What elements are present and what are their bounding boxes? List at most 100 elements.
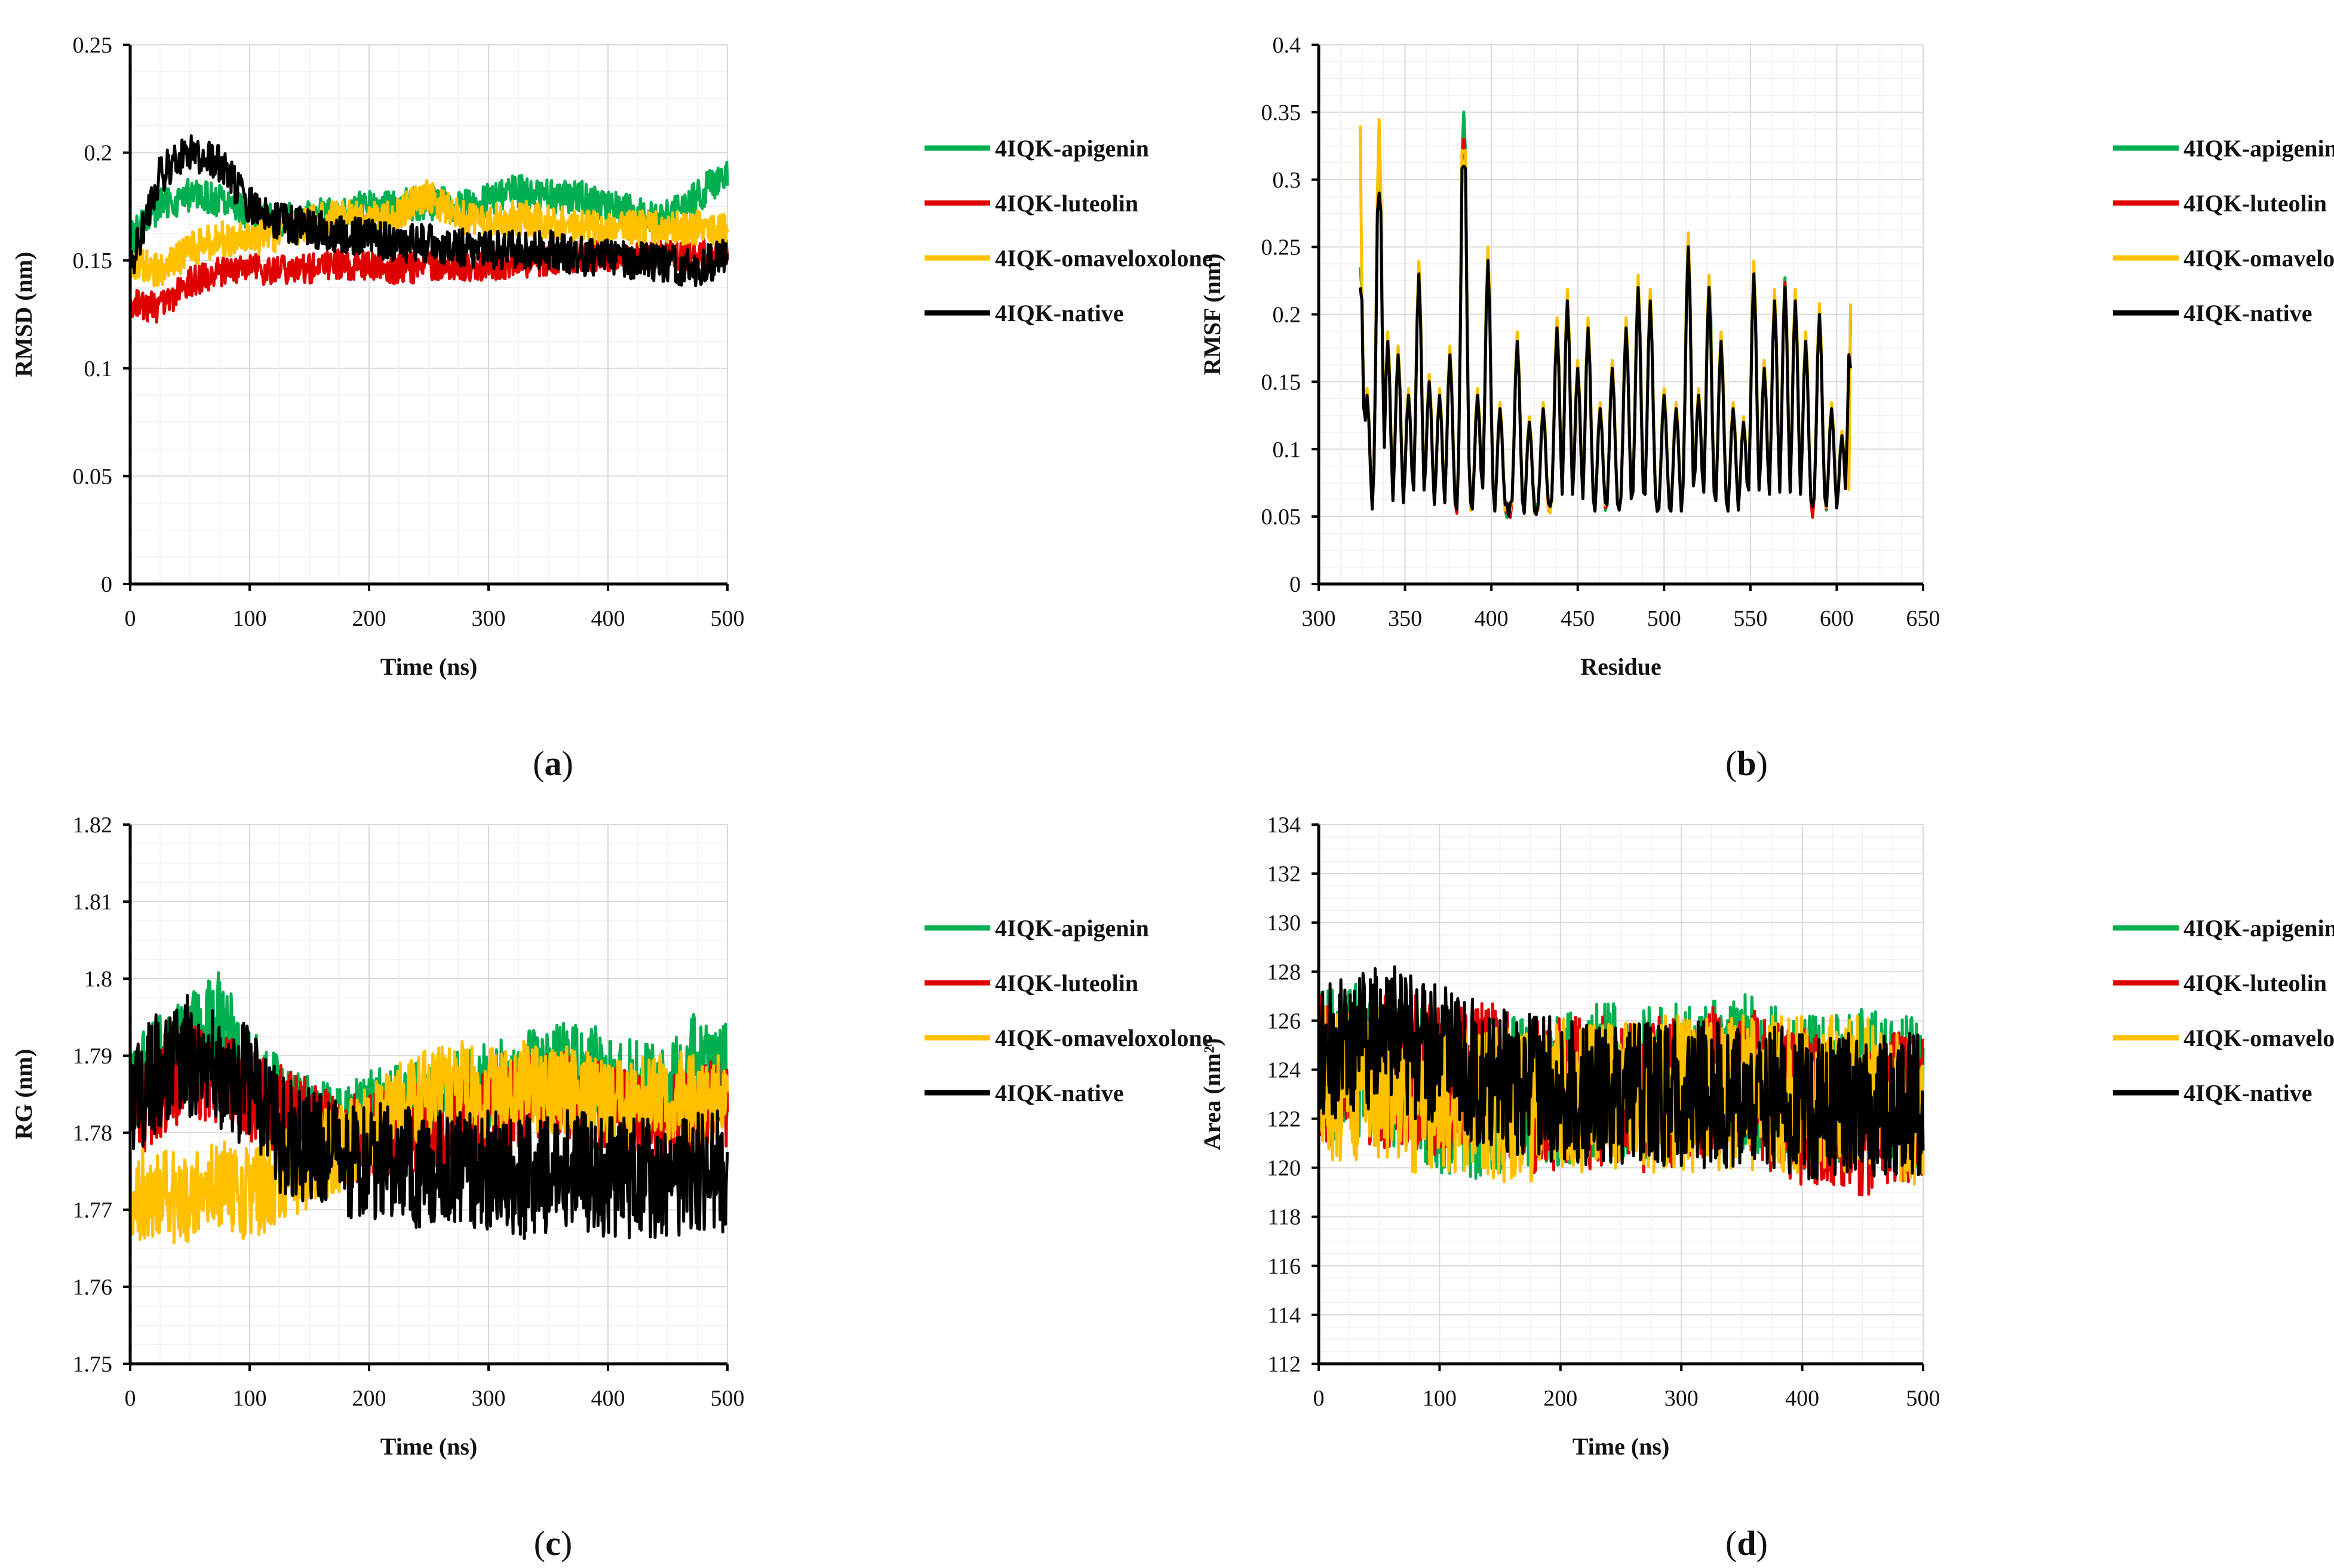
y-tick-label: 126 bbox=[1267, 1009, 1301, 1034]
y-tick-label: 124 bbox=[1267, 1057, 1301, 1083]
x-axis-title: Time (ns) bbox=[1573, 1433, 1670, 1460]
x-tick-label: 100 bbox=[233, 606, 267, 631]
y-tick-label: 1.82 bbox=[73, 813, 113, 838]
y-tick-label: 122 bbox=[1267, 1107, 1301, 1132]
y-tick-label: 134 bbox=[1267, 813, 1301, 838]
x-tick-label: 0 bbox=[125, 1386, 136, 1411]
y-tick-label: 0.35 bbox=[1261, 100, 1301, 125]
x-tick-label: 550 bbox=[1733, 606, 1767, 631]
x-tick-label: 350 bbox=[1388, 606, 1422, 631]
y-tick-label: 0.2 bbox=[84, 141, 113, 166]
panel-label-a: (a) bbox=[533, 744, 573, 783]
x-tick-label: 100 bbox=[233, 1386, 267, 1411]
legend-label-omaveloxolone: 4IQK-omaveloxolone bbox=[2183, 1025, 2334, 1052]
legend-label-apigenin: 4IQK-apigenin bbox=[2183, 135, 2334, 162]
grid-a bbox=[130, 44, 728, 585]
y-tick-label: 128 bbox=[1267, 960, 1301, 985]
y-tick-label: 1.77 bbox=[73, 1198, 113, 1223]
y-tick-label: 0.4 bbox=[1273, 33, 1301, 58]
y-tick-label: 0 bbox=[101, 572, 112, 597]
y-tick-label: 118 bbox=[1267, 1205, 1301, 1230]
legend-label-omaveloxolone: 4IQK-omaveloxolone bbox=[995, 1025, 1212, 1052]
y-tick-label: 116 bbox=[1267, 1254, 1301, 1279]
series-group-a bbox=[128, 134, 729, 324]
legend-b: 4IQK-apigenin 4IQK-luteolin 4IQK-omaveloxo… bbox=[2113, 135, 2334, 327]
y-tick-label: 1.76 bbox=[73, 1275, 113, 1300]
panel-label-d: (d) bbox=[1725, 1524, 1768, 1563]
x-tick-label: 450 bbox=[1561, 606, 1595, 631]
legend-label-luteolin: 4IQK-luteolin bbox=[995, 970, 1138, 997]
y-tick-label: 0.3 bbox=[1273, 168, 1301, 193]
y-tick-label: 0.05 bbox=[1261, 505, 1301, 530]
y-tick-label: 1.79 bbox=[73, 1044, 113, 1069]
x-tick-label: 0 bbox=[1313, 1386, 1325, 1411]
chart-panel-a: 0 0.05 0.1 0.15 0.2 0.25 0 100 200 300 400 500 Time … bbox=[10, 33, 1212, 783]
y-tick-label: 0 bbox=[1289, 572, 1301, 597]
legend-d: 4IQK-apigenin 4IQK-luteolin 4IQK-omaveloxo… bbox=[2113, 915, 2334, 1106]
y-tick-label: 120 bbox=[1267, 1156, 1301, 1181]
y-tick-label: 114 bbox=[1267, 1303, 1301, 1328]
y-tick-label: 0.2 bbox=[1273, 303, 1301, 328]
series-line-native bbox=[128, 994, 729, 1240]
x-tick-label: 300 bbox=[472, 606, 506, 631]
x-tick-label: 300 bbox=[1664, 1386, 1699, 1411]
x-tick-label: 100 bbox=[1423, 1386, 1457, 1411]
series-line-native bbox=[1358, 164, 1853, 518]
legend-a: 4IQK-apigenin 4IQK-luteolin 4IQK-omaveloxo… bbox=[925, 135, 1212, 327]
legend-label-omaveloxolone: 4IQK-omaveloxolone bbox=[2183, 245, 2334, 272]
legend-label-native: 4IQK-native bbox=[2183, 300, 2312, 327]
x-tick-label: 500 bbox=[1906, 1386, 1940, 1411]
axes-b: 0 0.05 0.1 0.15 0.2 0.25 0.3 0.35 0.4 300 350 400 45… bbox=[1261, 33, 1940, 631]
y-tick-label: 0.15 bbox=[1261, 370, 1301, 395]
x-tick-label: 300 bbox=[472, 1386, 506, 1411]
y-tick-label: 0.1 bbox=[1273, 437, 1301, 462]
series-group-b bbox=[1358, 110, 1853, 519]
y-axis-title: RG (nm) bbox=[10, 1049, 37, 1139]
legend-label-luteolin: 4IQK-luteolin bbox=[995, 190, 1138, 217]
series-group-d bbox=[1317, 965, 1925, 1197]
x-axis-title: Time (ns) bbox=[380, 653, 478, 680]
y-tick-label: 132 bbox=[1267, 862, 1301, 887]
x-tick-label: 500 bbox=[711, 1386, 745, 1411]
x-tick-label: 400 bbox=[591, 1386, 625, 1411]
x-axis-title: Residue bbox=[1580, 653, 1662, 680]
x-tick-label: 200 bbox=[352, 606, 386, 631]
panel-label-c: (c) bbox=[534, 1524, 572, 1563]
legend-label-native: 4IQK-native bbox=[2183, 1080, 2312, 1106]
y-tick-label: 1.8 bbox=[84, 967, 113, 992]
x-tick-label: 400 bbox=[1785, 1386, 1819, 1411]
axes-c: 1.75 1.76 1.77 1.78 1.79 1.8 1.81 1.82 0 100 200 30… bbox=[73, 813, 745, 1411]
x-axis-title: Time (ns) bbox=[380, 1433, 478, 1460]
y-tick-label: 0.25 bbox=[1261, 235, 1301, 260]
chart-panel-c: 1.75 1.76 1.77 1.78 1.79 1.8 1.81 1.82 0 100 200 30… bbox=[10, 813, 1212, 1563]
y-tick-label: 0.15 bbox=[73, 248, 113, 273]
y-tick-label: 112 bbox=[1267, 1352, 1301, 1377]
y-tick-label: 1.78 bbox=[73, 1121, 113, 1146]
chart-panel-d: 112 114 116 118 120 122 124 126 128 130 132 134 0 100… bbox=[1199, 813, 2334, 1563]
y-axis-title: RMSD (nm) bbox=[10, 252, 37, 377]
y-tick-label: 0.1 bbox=[84, 356, 113, 382]
series-line-native bbox=[128, 134, 729, 288]
legend-c: 4IQK-apigenin 4IQK-luteolin 4IQK-omaveloxo… bbox=[925, 915, 1212, 1106]
series-line-omaveloxolone bbox=[128, 179, 729, 288]
y-axis-title: Area (nm²) bbox=[1199, 1038, 1226, 1151]
y-tick-label: 1.75 bbox=[73, 1352, 113, 1377]
x-tick-label: 500 bbox=[1647, 606, 1681, 631]
x-tick-label: 0 bbox=[125, 606, 136, 631]
axes-a: 0 0.05 0.1 0.15 0.2 0.25 0 100 200 300 400 500 bbox=[73, 33, 745, 631]
x-tick-label: 400 bbox=[1475, 606, 1509, 631]
legend-label-luteolin: 4IQK-luteolin bbox=[2183, 970, 2327, 997]
x-tick-label: 400 bbox=[591, 606, 625, 631]
y-tick-label: 130 bbox=[1267, 911, 1301, 936]
x-tick-label: 300 bbox=[1302, 606, 1336, 631]
legend-label-apigenin: 4IQK-apigenin bbox=[995, 915, 1149, 942]
x-tick-label: 200 bbox=[352, 1386, 386, 1411]
panel-label-b: (b) bbox=[1725, 744, 1768, 783]
x-tick-label: 600 bbox=[1820, 606, 1854, 631]
x-tick-label: 200 bbox=[1543, 1386, 1577, 1411]
axes-d: 112 114 116 118 120 122 124 126 128 130 132 134 0 100… bbox=[1267, 813, 1940, 1411]
legend-label-native: 4IQK-native bbox=[995, 1080, 1124, 1106]
legend-label-luteolin: 4IQK-luteolin bbox=[2183, 190, 2327, 217]
legend-label-apigenin: 4IQK-apigenin bbox=[2183, 915, 2334, 942]
